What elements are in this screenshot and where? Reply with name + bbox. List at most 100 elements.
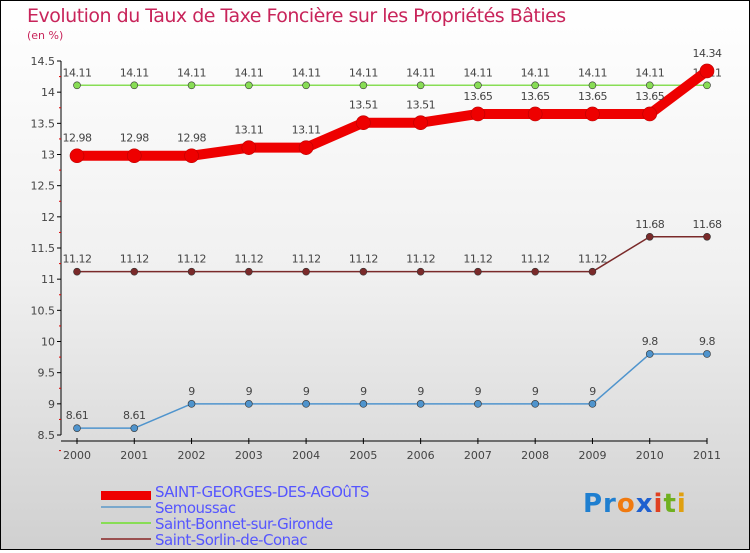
data-point (187, 267, 196, 276)
data-point (184, 148, 199, 164)
data-label: 14.11 (63, 66, 92, 79)
data-point (699, 63, 715, 79)
data-point (245, 400, 253, 408)
data-label: 11.12 (521, 253, 550, 266)
x-tick-label: 2011 (693, 449, 721, 462)
y-tick-label: 12 (41, 211, 55, 224)
series-line (77, 353, 707, 429)
data-label: 9 (532, 385, 539, 398)
data-point (703, 81, 711, 90)
x-tick-label: 2004 (292, 449, 320, 462)
data-point (642, 106, 658, 122)
data-label: 13.65 (635, 90, 664, 103)
legend-swatch (101, 538, 151, 540)
data-point (588, 267, 597, 276)
data-point (69, 148, 85, 164)
data-label: 11.12 (349, 253, 378, 266)
x-tick-label: 2005 (349, 449, 377, 462)
data-label: 14.34 (693, 47, 722, 60)
x-tick-label: 2002 (178, 449, 206, 462)
data-label: 13.51 (349, 99, 378, 112)
data-label: 8.61 (66, 409, 89, 422)
legend-label: Semoussac (155, 499, 236, 517)
data-point (73, 267, 81, 276)
y-tick-label: 11 (41, 273, 55, 286)
data-point (416, 81, 425, 90)
data-point (413, 115, 428, 131)
data-point (531, 81, 539, 90)
data-point (645, 232, 654, 241)
data-point (703, 350, 711, 358)
data-point (245, 81, 253, 90)
x-tick-label: 2008 (521, 449, 549, 462)
y-tick-label: 12.5 (31, 180, 56, 193)
data-label: 9 (246, 385, 253, 398)
data-label: 11.12 (177, 253, 206, 266)
legend-swatch (101, 506, 151, 508)
data-point (187, 400, 196, 408)
data-point (585, 106, 600, 122)
series-line (77, 66, 711, 161)
proxiti-logo: Proxiti (583, 489, 687, 519)
data-point (241, 140, 257, 155)
y-tick-label: 13.5 (31, 117, 56, 130)
data-label: 12.98 (63, 132, 92, 145)
data-point (588, 400, 597, 408)
data-point (416, 267, 425, 276)
data-label: 12.98 (177, 132, 206, 145)
data-point (703, 232, 711, 241)
data-label: 9 (303, 385, 310, 398)
data-point (474, 267, 482, 276)
data-label: 14.11 (177, 66, 206, 79)
data-label: 14.11 (292, 66, 321, 79)
data-point (474, 400, 482, 408)
data-point (416, 400, 425, 408)
data-label: 11.68 (635, 218, 664, 231)
data-label: 9 (589, 385, 596, 398)
data-point (531, 400, 539, 408)
data-point (645, 81, 654, 90)
y-tick-label: 10.5 (31, 304, 56, 317)
data-label: 11.12 (463, 253, 492, 266)
data-label: 8.61 (123, 409, 146, 422)
data-point (298, 140, 314, 155)
data-point (130, 267, 139, 276)
data-label: 11.12 (63, 253, 92, 266)
data-label: 9 (417, 385, 424, 398)
x-tick-label: 2006 (407, 449, 435, 462)
data-label: 11.12 (578, 253, 607, 266)
data-label: 11.12 (120, 253, 149, 266)
x-tick-label: 2001 (120, 449, 148, 462)
data-label: 11.68 (693, 218, 722, 231)
data-label: 14.11 (234, 66, 263, 79)
data-label: 11.12 (406, 253, 435, 266)
data-label: 14.11 (349, 66, 378, 79)
data-point (474, 81, 482, 90)
legend-swatch (101, 522, 151, 524)
x-tick-label: 2003 (235, 449, 263, 462)
data-point (645, 350, 654, 358)
y-tick-label: 14.5 (31, 55, 56, 68)
data-label: 9.8 (642, 335, 658, 348)
y-tick-label: 9.5 (38, 367, 56, 380)
legend-swatch (101, 491, 151, 500)
data-label: 11.12 (234, 253, 263, 266)
y-tick-label: 8.5 (38, 429, 56, 442)
data-label: 14.11 (635, 66, 664, 79)
data-point (187, 81, 196, 90)
x-tick-label: 2009 (578, 449, 606, 462)
series-line (77, 236, 707, 273)
data-label: 14.11 (463, 66, 492, 79)
data-label: 14.11 (521, 66, 550, 79)
data-point (302, 400, 310, 408)
data-label: 9 (475, 385, 482, 398)
data-point (73, 81, 81, 90)
data-point (126, 148, 142, 164)
data-point (359, 81, 368, 90)
data-label: 9 (188, 385, 195, 398)
data-point (302, 81, 310, 90)
data-label: 14.11 (406, 66, 435, 79)
data-point (527, 106, 543, 122)
legend-label: Saint-Bonnet-sur-Gironde (155, 515, 333, 533)
